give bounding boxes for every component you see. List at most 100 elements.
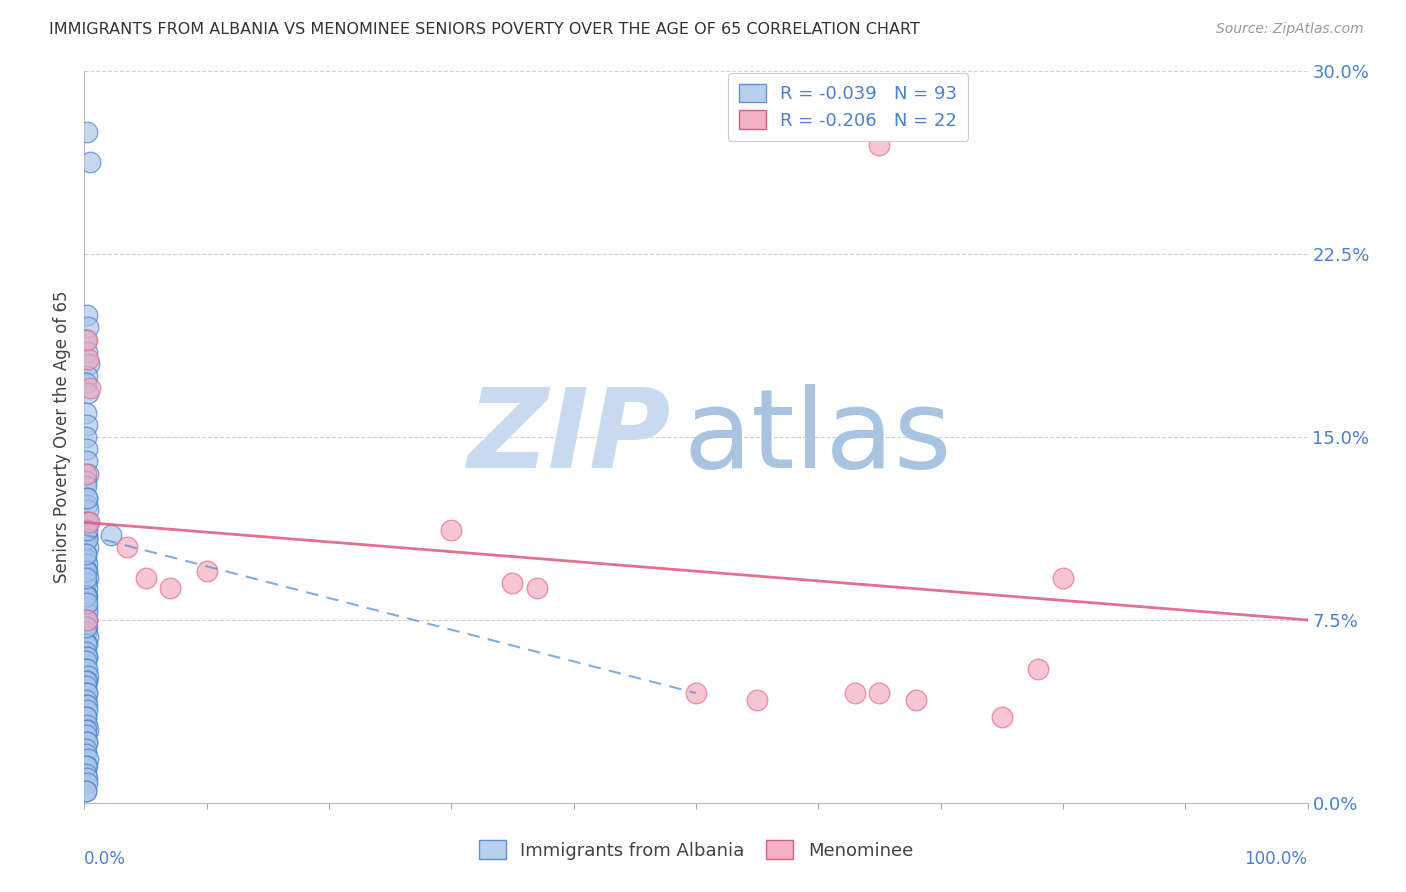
- Point: [75, 613, 97, 627]
- Point: [76, 491, 98, 505]
- Point: [76, 308, 98, 322]
- Point: [75, 783, 97, 797]
- Text: IMMIGRANTS FROM ALBANIA VS MENOMINEE SENIORS POVERTY OVER THE AGE OF 65 CORRELAT: IMMIGRANTS FROM ALBANIA VS MENOMINEE SEN…: [49, 22, 920, 37]
- Point: [76, 523, 98, 537]
- Point: [76, 703, 98, 717]
- Point: [75, 547, 97, 561]
- Point: [75, 474, 97, 488]
- Point: [1052, 572, 1074, 586]
- Text: Source: ZipAtlas.com: Source: ZipAtlas.com: [1216, 22, 1364, 37]
- Point: [440, 523, 463, 537]
- Point: [76, 698, 98, 713]
- Point: [76, 620, 98, 634]
- Point: [76, 686, 98, 700]
- Point: [75, 673, 97, 688]
- Point: [76, 442, 98, 457]
- Point: [747, 693, 769, 707]
- Point: [75, 698, 97, 713]
- Point: [77, 352, 100, 367]
- Point: [75, 523, 97, 537]
- Point: [75, 564, 97, 578]
- Point: [76, 125, 98, 139]
- Point: [76, 772, 98, 786]
- Point: [77, 516, 100, 530]
- Point: [502, 576, 524, 591]
- Point: [76, 735, 98, 749]
- Point: [75, 333, 97, 347]
- Point: [75, 710, 97, 724]
- Point: [75, 576, 97, 591]
- Point: [1028, 662, 1050, 676]
- Point: [77, 503, 100, 517]
- Point: [75, 662, 97, 676]
- Point: [75, 576, 97, 591]
- Point: [75, 376, 97, 391]
- Point: [77, 386, 100, 401]
- Legend: Immigrants from Albania, Menominee: Immigrants from Albania, Menominee: [471, 833, 921, 867]
- Point: [76, 491, 98, 505]
- Point: [685, 686, 707, 700]
- Point: [75, 679, 97, 693]
- Point: [77, 572, 100, 586]
- Point: [869, 137, 891, 152]
- Point: [76, 776, 98, 790]
- Point: [135, 572, 157, 586]
- Point: [77, 357, 100, 371]
- Point: [76, 649, 98, 664]
- Point: [76, 673, 98, 688]
- Point: [75, 727, 97, 741]
- Point: [76, 581, 98, 595]
- Point: [76, 613, 98, 627]
- Point: [75, 589, 97, 603]
- Point: [100, 527, 122, 541]
- Point: [75, 620, 97, 634]
- Point: [75, 479, 97, 493]
- Point: [79, 381, 101, 395]
- Point: [76, 557, 98, 571]
- Point: [76, 613, 98, 627]
- Text: 0.0%: 0.0%: [84, 850, 127, 868]
- Point: [77, 630, 100, 644]
- Point: [76, 417, 98, 432]
- Point: [75, 766, 97, 780]
- Point: [844, 686, 866, 700]
- Point: [76, 369, 98, 384]
- Point: [75, 654, 97, 668]
- Point: [76, 454, 98, 468]
- Point: [76, 637, 98, 651]
- Point: [75, 637, 97, 651]
- Point: [76, 533, 98, 547]
- Text: 100.0%: 100.0%: [1244, 850, 1308, 868]
- Point: [75, 625, 97, 640]
- Point: [76, 686, 98, 700]
- Point: [76, 596, 98, 610]
- Point: [75, 693, 97, 707]
- Point: [75, 747, 97, 761]
- Point: [75, 406, 97, 420]
- Point: [76, 344, 98, 359]
- Point: [76, 564, 98, 578]
- Point: [115, 540, 138, 554]
- Point: [77, 752, 100, 766]
- Text: ZIP: ZIP: [468, 384, 672, 491]
- Point: [75, 645, 97, 659]
- Point: [75, 547, 97, 561]
- Point: [76, 527, 98, 541]
- Point: [77, 320, 100, 334]
- Point: [991, 710, 1014, 724]
- Point: [75, 467, 97, 481]
- Point: [76, 662, 98, 676]
- Point: [77, 467, 100, 481]
- Point: [75, 759, 97, 773]
- Point: [75, 625, 97, 640]
- Point: [76, 718, 98, 732]
- Point: [76, 649, 98, 664]
- Point: [75, 430, 97, 444]
- Point: [869, 686, 891, 700]
- Point: [526, 581, 548, 595]
- Point: [76, 759, 98, 773]
- Point: [77, 669, 100, 683]
- Y-axis label: Seniors Poverty Over the Age of 65: Seniors Poverty Over the Age of 65: [53, 291, 72, 583]
- Point: [76, 499, 98, 513]
- Point: [75, 596, 97, 610]
